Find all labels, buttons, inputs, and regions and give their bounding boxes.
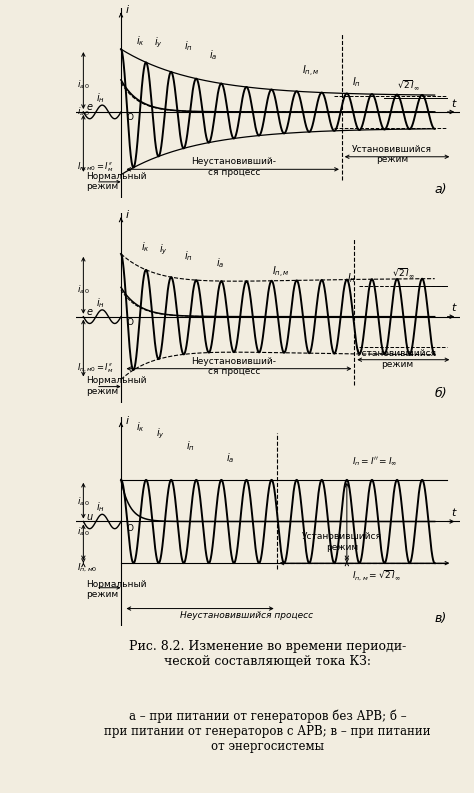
Text: а): а) [435,182,447,196]
Text: $i_к$: $i_к$ [141,240,150,254]
Text: $e$: $e$ [86,102,93,112]
Text: в): в) [435,612,447,625]
Text: $e$: $e$ [86,307,93,317]
Text: Нормальный
режим: Нормальный режим [86,377,146,396]
Text: $i_а$: $i_а$ [209,48,217,62]
Text: $I_{п,м}$: $I_{п,м}$ [301,64,319,79]
Text: $\sqrt{2}I_\infty$: $\sqrt{2}I_\infty$ [392,267,415,281]
Text: $i_н$: $i_н$ [96,296,105,310]
Text: O: O [126,113,133,122]
Text: $i$: $i$ [125,414,130,426]
Text: $t$: $t$ [451,97,458,109]
Text: $I_п=I^{\prime\prime}=I_\infty$: $I_п=I^{\prime\prime}=I_\infty$ [352,456,397,468]
Text: $I_п$: $I_п$ [352,75,361,89]
Text: $i_п$: $i_п$ [184,39,192,53]
Text: $i_н$: $i_н$ [96,91,105,105]
Text: б): б) [435,387,447,400]
Text: O: O [126,318,133,327]
Text: $i_а$: $i_а$ [216,256,225,270]
Text: $i_у$: $i_у$ [159,243,167,257]
Text: $i_{a\,0}$: $i_{a\,0}$ [77,79,90,91]
Text: Установившийся
режим: Установившийся режим [302,532,382,552]
Text: $i_а$: $i_а$ [227,451,235,465]
Text: $i$: $i$ [125,208,130,220]
Text: Нормальный
режим: Нормальный режим [86,171,146,191]
Text: $i_{a\,0}$: $i_{a\,0}$ [77,526,90,538]
Text: O: O [126,524,133,533]
Text: $i_п$: $i_п$ [184,249,192,263]
Text: $I_п$: $I_п$ [347,271,356,285]
Text: $u$: $u$ [86,511,94,522]
Text: Установившийся
режим: Установившийся режим [357,350,437,369]
Text: Нормальный
режим: Нормальный режим [86,580,146,600]
Text: $I_{п,м}=\sqrt{2}I_\infty$: $I_{п,м}=\sqrt{2}I_\infty$ [352,569,401,582]
Text: Неустановивший-
ся процесс: Неустановивший- ся процесс [191,357,276,376]
Text: $i_у$: $i_у$ [154,36,163,51]
Text: $I_{п,м0}=I_м^{\prime\prime}$: $I_{п,м0}=I_м^{\prime\prime}$ [77,160,114,174]
Text: $t$: $t$ [451,506,458,518]
Text: $i_{a\,0}$: $i_{a\,0}$ [77,105,90,118]
Text: а – при питании от генераторов без АРВ; б –
при питании от генераторов с АРВ; в : а – при питании от генераторов без АРВ; … [104,710,431,753]
Text: $i_у$: $i_у$ [156,427,165,441]
Text: $\sqrt{2}I_\infty$: $\sqrt{2}I_\infty$ [397,79,420,92]
Text: $I_{п,м}$: $I_{п,м}$ [272,265,289,280]
Text: $i_{a\,0}$: $i_{a\,0}$ [77,496,90,508]
Text: $i_п$: $i_п$ [186,439,195,454]
Text: $I_{п,м0}=I_м^{\prime\prime}$: $I_{п,м0}=I_м^{\prime\prime}$ [77,362,114,375]
Text: $i_к$: $i_к$ [136,420,145,435]
Text: Неустановивший-
ся процесс: Неустановивший- ся процесс [191,157,276,177]
Text: Неустановившийся процесс: Неустановившийся процесс [180,611,313,620]
Text: $I_{п,м0}$: $I_{п,м0}$ [77,562,98,574]
Text: $i_н$: $i_н$ [96,500,105,514]
Text: Установившийся
режим: Установившийся режим [352,145,432,164]
Text: $i_к$: $i_к$ [136,34,145,48]
Text: $t$: $t$ [451,301,458,313]
Text: Рис. 8.2. Изменение во времени периоди-
ческой составляющей тока КЗ:: Рис. 8.2. Изменение во времени периоди- … [129,640,406,668]
Text: $i$: $i$ [125,3,130,15]
Text: $i_{a\,0}$: $i_{a\,0}$ [77,283,90,296]
